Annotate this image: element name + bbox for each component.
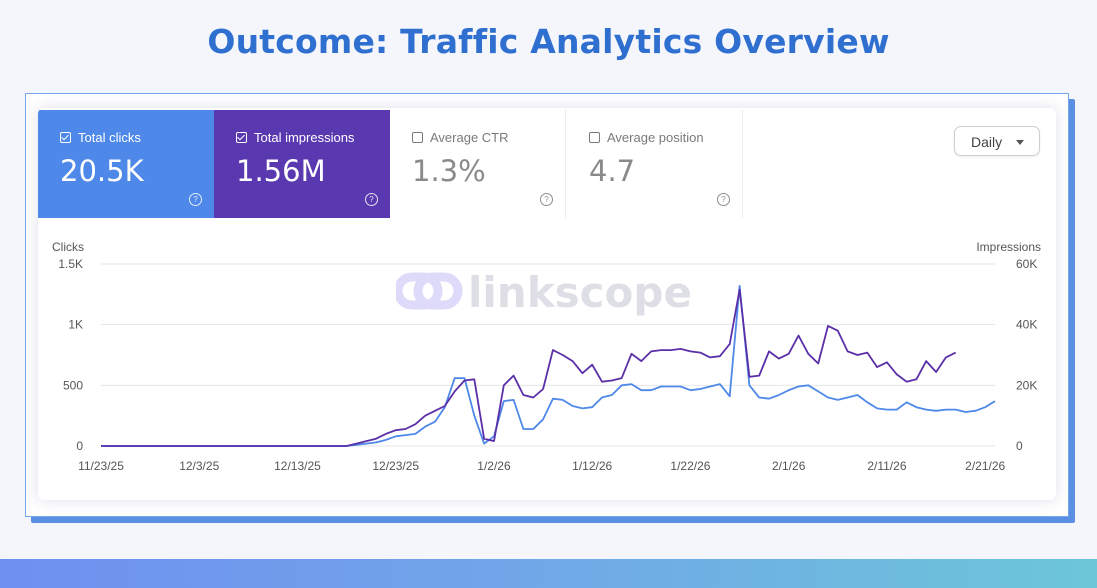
x-tick-label: 11/23/25: [78, 459, 124, 473]
y-tick-label-right: 20K: [1016, 378, 1037, 392]
help-icon[interactable]: ?: [540, 193, 553, 206]
checkbox-icon[interactable]: [60, 132, 71, 143]
y-tick-label-right: 0: [1016, 439, 1023, 453]
traffic-line-chart: Clicks Impressions 0 500 1K 1.5K 0 20K 40K 60K 11/…: [52, 240, 1041, 473]
x-tick-label: 12/23/25: [372, 459, 419, 473]
y-tick-label-left: 1K: [68, 318, 83, 332]
watermark-text: linkscope: [468, 268, 692, 317]
y-tick-label-right: 60K: [1016, 257, 1037, 271]
checkbox-icon[interactable]: [236, 132, 247, 143]
metric-value: 1.56M: [236, 154, 326, 188]
performance-card: Total clicks 20.5K ? Total impressions 1…: [38, 108, 1056, 500]
y-tick-label-left: 500: [63, 378, 83, 392]
checkbox-icon[interactable]: [589, 132, 600, 143]
x-tick-label: 2/21/26: [965, 459, 1005, 473]
x-tick-label: 2/1/26: [772, 459, 806, 473]
metric-label: Total clicks: [78, 130, 141, 145]
analytics-panel: Total clicks 20.5K ? Total impressions 1…: [25, 93, 1069, 517]
metric-average-ctr[interactable]: Average CTR 1.3% ?: [390, 110, 566, 218]
y-tick-label-left: 0: [76, 439, 83, 453]
metric-label: Total impressions: [254, 130, 355, 145]
help-icon[interactable]: ?: [365, 193, 378, 206]
help-icon[interactable]: ?: [717, 193, 730, 206]
y-tick-label-right: 40K: [1016, 318, 1037, 332]
x-tick-label: 2/11/26: [867, 459, 906, 473]
metric-total-clicks[interactable]: Total clicks 20.5K ?: [38, 110, 214, 218]
metric-value: 4.7: [589, 154, 636, 188]
bottom-band: [0, 559, 1097, 588]
metric-value: 1.3%: [412, 154, 486, 188]
watermark-logo: linkscope: [396, 268, 692, 317]
chevron-down-icon: [1016, 140, 1024, 145]
link-icon: [396, 272, 463, 310]
metric-average-position[interactable]: Average position 4.7 ?: [567, 110, 743, 218]
x-tick-label: 12/13/25: [274, 459, 321, 473]
metric-total-impressions[interactable]: Total impressions 1.56M ?: [214, 110, 390, 218]
y-axis-title-left: Clicks: [52, 240, 84, 254]
page-title: Outcome: Traffic Analytics Overview: [207, 22, 890, 61]
metric-value: 20.5K: [60, 154, 144, 188]
x-tick-label: 12/3/25: [179, 459, 219, 473]
x-tick-label: 1/22/26: [670, 459, 710, 473]
series-line-impressions: [101, 288, 957, 447]
period-dropdown-value: Daily: [971, 134, 1003, 150]
metric-label: Average position: [607, 130, 704, 145]
help-icon[interactable]: ?: [189, 193, 202, 206]
x-tick-label: 1/12/26: [572, 459, 612, 473]
period-dropdown[interactable]: Daily: [954, 126, 1040, 156]
x-tick-label: 1/2/26: [477, 459, 511, 473]
metric-label: Average CTR: [430, 130, 509, 145]
checkbox-icon[interactable]: [412, 132, 423, 143]
y-tick-label-left: 1.5K: [58, 257, 83, 271]
y-axis-title-right: Impressions: [976, 240, 1041, 254]
